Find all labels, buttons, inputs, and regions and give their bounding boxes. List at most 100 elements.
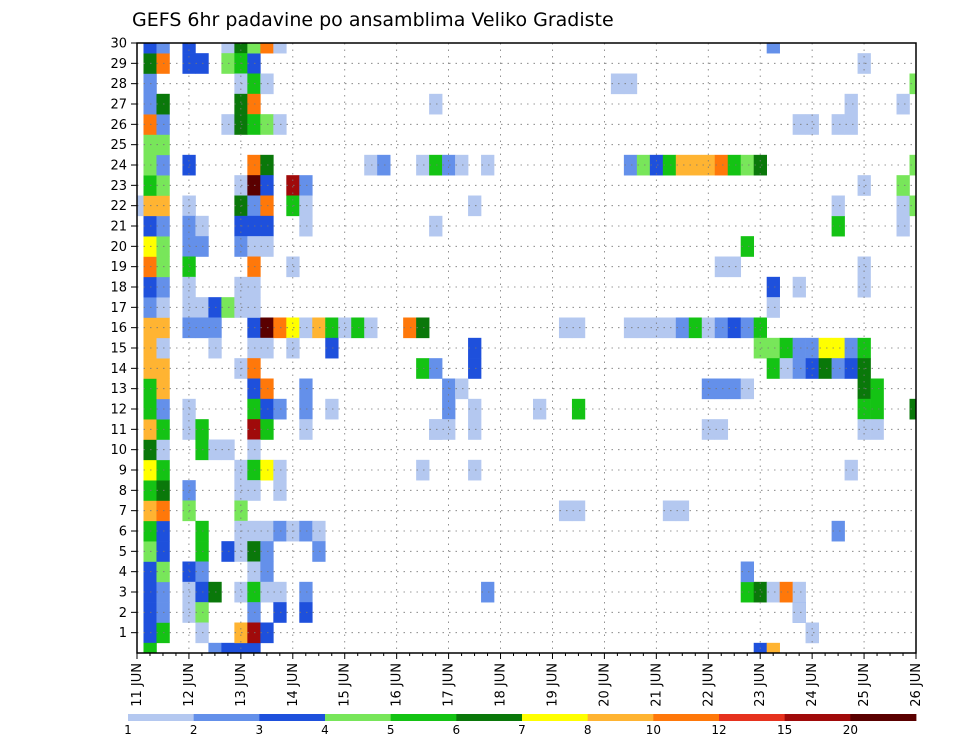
heatmap-cell: [623, 317, 638, 339]
heatmap-cell: [740, 581, 755, 603]
heatmap-cell: [649, 154, 664, 176]
x-tick-label: 14 JUN: [286, 663, 301, 707]
heatmap-cell: [753, 154, 767, 176]
y-tick-label: 8: [119, 484, 127, 499]
heatmap-cell: [429, 358, 443, 379]
heatmap-cell: [844, 337, 858, 359]
x-tick-label: 13 JUN: [234, 663, 249, 707]
heatmap-cell: [714, 154, 729, 176]
x-tick-label: 26 JUN: [909, 663, 924, 707]
heatmap-cell: [481, 154, 495, 176]
heatmap-cell: [675, 500, 690, 522]
colorbar-swatch: [259, 714, 326, 721]
heatmap-cell: [649, 317, 664, 339]
heatmap-cell: [299, 215, 313, 237]
heatmap-cell: [610, 73, 625, 95]
heatmap-cell: [753, 337, 767, 359]
heatmap-cell: [286, 337, 300, 359]
heatmap-cell: [792, 337, 806, 359]
heatmap-cell: [753, 581, 767, 603]
y-tick-label: 3: [119, 586, 127, 601]
heatmap-cell: [688, 154, 703, 176]
heatmap-cell: [740, 317, 755, 339]
heatmap-cell: [909, 195, 917, 217]
heatmap-cell: [818, 358, 832, 379]
y-tick-label: 13: [110, 382, 127, 397]
heatmap-cell: [260, 215, 274, 237]
heatmap-cell: [312, 317, 326, 339]
heatmap-cell: [571, 317, 586, 339]
heatmap-cell: [636, 317, 651, 339]
heatmap-cell: [792, 581, 806, 603]
heatmap-cell: [260, 541, 274, 562]
heatmap-cells: [137, 43, 917, 654]
heatmap-cell: [286, 175, 300, 196]
heatmap-cell: [805, 114, 819, 135]
heatmap-cell: [143, 642, 157, 654]
heatmap-cell: [766, 581, 780, 603]
heatmap-cell: [688, 317, 703, 339]
heatmap-cell: [766, 297, 780, 318]
heatmap-cell: [779, 337, 793, 359]
y-tick-label: 19: [110, 260, 127, 275]
y-tick-label: 5: [119, 545, 127, 560]
heatmap-cell: [143, 43, 157, 54]
y-tick-label: 14: [110, 362, 127, 377]
y-tick-label: 22: [110, 199, 127, 214]
heatmap-cell: [260, 43, 274, 54]
y-tick-label: 7: [119, 504, 127, 519]
heatmap-cell: [299, 317, 313, 339]
heatmap-cell: [455, 378, 469, 400]
y-tick-label: 24: [110, 159, 127, 174]
heatmap-cell: [273, 43, 287, 54]
heatmap-cell: [468, 337, 482, 359]
x-tick-label: 19 JUN: [545, 663, 560, 707]
heatmap-cell: [325, 337, 339, 359]
colorbar-swatch: [784, 714, 851, 721]
heatmap-cell: [714, 378, 729, 400]
colorbar-swatch: [128, 714, 195, 721]
heatmap-cell: [273, 602, 287, 623]
y-tick-label: 15: [110, 342, 127, 357]
heatmap-cell: [338, 317, 352, 339]
y-tick-label: 20: [110, 240, 127, 255]
heatmap-cell: [558, 317, 573, 339]
heatmap-cell: [740, 236, 755, 257]
y-tick-label: 12: [110, 403, 127, 418]
heatmap-cell: [416, 459, 430, 481]
y-tick-label: 23: [110, 179, 127, 194]
heatmap-cell: [727, 256, 742, 278]
heatmap-cell: [260, 419, 274, 440]
colorbar-swatch: [719, 714, 786, 721]
heatmap-cell: [416, 154, 430, 176]
heatmap-cell: [896, 175, 910, 196]
heatmap-cell: [857, 337, 871, 359]
y-tick-label: 17: [110, 301, 127, 316]
y-tick-label: 4: [119, 565, 127, 580]
heatmap-cell: [260, 175, 274, 196]
heatmap-cell: [662, 317, 677, 339]
heatmap-cell: [260, 236, 274, 257]
heatmap-cell: [273, 581, 287, 603]
y-tick-label: 10: [110, 443, 127, 458]
heatmap-cell: [779, 581, 793, 603]
heatmap-cell: [844, 93, 858, 115]
heatmap-cell: [247, 43, 261, 54]
heatmap-cell: [299, 520, 313, 542]
heatmap-cell: [156, 43, 170, 54]
heatmap-cell: [312, 541, 326, 562]
heatmap-cell: [740, 561, 755, 583]
y-tick-label: 30: [110, 37, 127, 52]
y-tick-label: 18: [110, 281, 127, 296]
x-tick-label: 18 JUN: [494, 663, 509, 707]
heatmap-cell: [260, 317, 274, 339]
colorbar-label: 8: [584, 723, 592, 737]
heatmap-cell: [247, 642, 261, 654]
heatmap-cell: [182, 43, 196, 54]
heatmap-cell: [468, 398, 482, 420]
heatmap-cell: [260, 622, 274, 644]
heatmap-cell: [831, 195, 845, 217]
heatmap-cell: [455, 154, 469, 176]
x-tick-label: 24 JUN: [805, 663, 820, 707]
